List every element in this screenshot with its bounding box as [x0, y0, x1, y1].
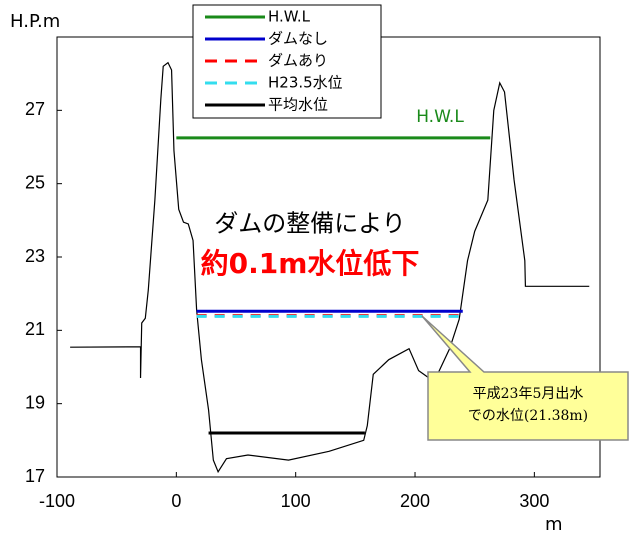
legend-label: ダムあり	[268, 52, 328, 70]
annotation: H.W.L	[416, 107, 464, 127]
y-tick-label: 23	[25, 246, 45, 266]
y-tick-label: 17	[25, 466, 45, 486]
callout-text: 平成23年5月出水	[473, 386, 584, 402]
x-tick-label: 200	[400, 491, 430, 511]
x-tick-label: 100	[281, 491, 311, 511]
y-tick-label: 27	[25, 99, 45, 119]
legend-label: 平均水位	[268, 96, 328, 114]
annotation: ダムの整備により	[214, 210, 406, 238]
y-axis-label: H.P.m	[10, 11, 60, 32]
x-tick-label: -100	[39, 491, 75, 511]
x-tick-label: 300	[519, 491, 549, 511]
chart: H.P.m m 17 19 21 23 25 27 -100 0 100 200 300 H.W.L ダ…	[0, 0, 629, 535]
legend-label: H.W.L	[268, 8, 311, 26]
y-tick-label: 19	[25, 392, 45, 412]
y-tick-label: 25	[25, 172, 45, 192]
x-axis-label: m	[545, 514, 563, 535]
legend-label: ダムなし	[268, 30, 328, 48]
legend-label: H23.5水位	[268, 74, 343, 92]
x-tick-label: 0	[171, 491, 181, 511]
annotation: 約0.1m水位低下	[201, 247, 420, 280]
y-tick-label: 21	[25, 319, 45, 339]
callout-text: での水位(21.38m)	[468, 408, 588, 424]
